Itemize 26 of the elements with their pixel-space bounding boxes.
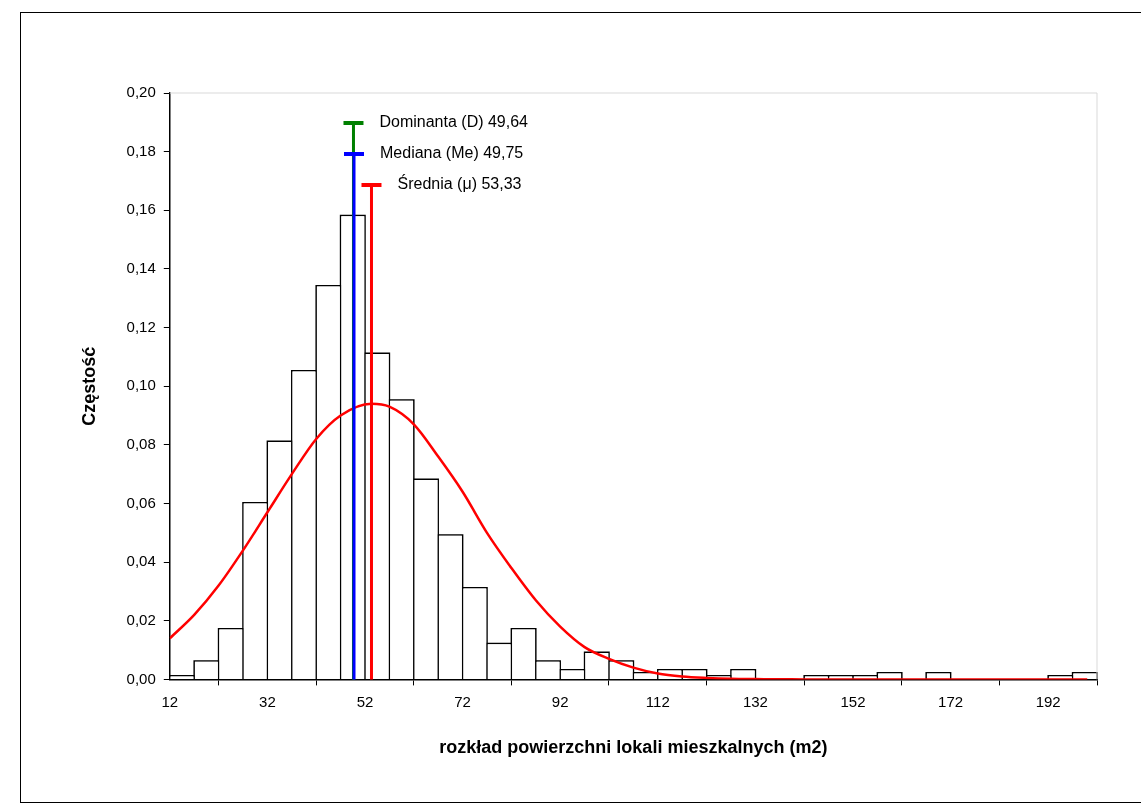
x-tick-label: 192 (1035, 692, 1061, 710)
x-tick-label: 52 (356, 692, 374, 710)
x-tick-label: 132 (742, 692, 768, 710)
y-tick-label: 0,18 (126, 141, 156, 159)
y-tick-label: 0,08 (126, 434, 156, 452)
y-tick-label: 0,12 (126, 317, 156, 335)
x-tick-label: 12 (161, 692, 179, 710)
y-tick-label: 0,06 (126, 493, 156, 511)
ref-line-label: Mediana (Me) 49,75 (380, 144, 524, 162)
y-tick-label: 0,00 (126, 669, 156, 687)
x-tick-label: 32 (259, 692, 276, 710)
x-tick-label: 152 (840, 692, 866, 710)
y-tick-label: 0,02 (126, 610, 156, 628)
y-tick-label: 0,20 (126, 83, 156, 101)
y-tick-label: 0,14 (126, 259, 156, 277)
y-tick-label: 0,04 (126, 552, 156, 570)
y-tick-label: 0,10 (126, 376, 156, 394)
ref-line-label: Dominanta (D) 49,64 (379, 113, 529, 131)
x-tick-label: 92 (551, 692, 569, 710)
ref-line-label: Średnia (μ) 53,33 (397, 174, 522, 193)
x-tick-label: 112 (645, 692, 670, 710)
x-tick-label: 172 (938, 692, 964, 710)
y-tick-label: 0,16 (126, 200, 156, 218)
x-tick-label: 72 (454, 692, 471, 710)
y-axis-title: Częstość (78, 346, 99, 426)
x-axis-title: rozkład powierzchni lokali mieszkalnych (m2) (439, 737, 828, 758)
